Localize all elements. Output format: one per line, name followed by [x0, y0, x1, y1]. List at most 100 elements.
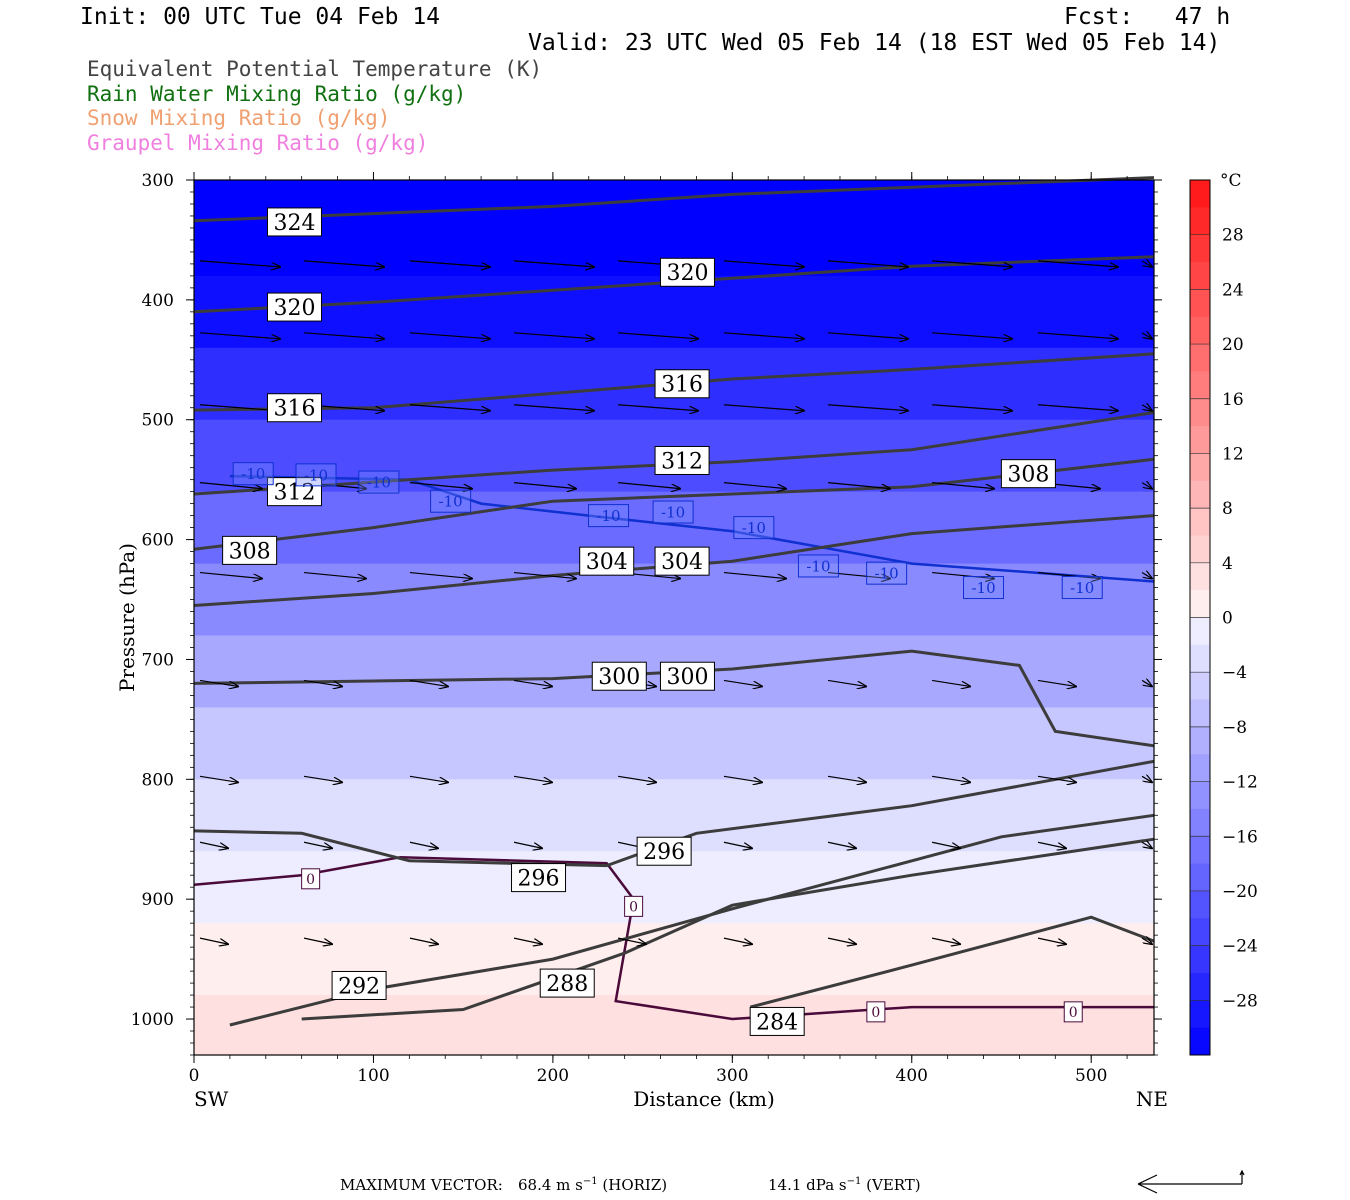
wind-vector — [827, 841, 856, 848]
theta-e-label-box — [749, 1006, 805, 1036]
wind-vector — [513, 571, 576, 579]
wind-vector — [199, 332, 280, 339]
wind-vectors — [199, 260, 1152, 944]
y-tick-label: 900 — [142, 890, 174, 910]
wind-vector — [199, 937, 228, 944]
sw-label: SW — [194, 1087, 229, 1111]
wind-vector — [723, 679, 762, 686]
wind-vector — [932, 775, 970, 782]
wind-vector — [1141, 333, 1152, 339]
wind-vector — [513, 841, 542, 848]
colorbar-segment — [1190, 617, 1210, 646]
wind-vector — [199, 775, 238, 782]
colorbar-tick-label: −20 — [1222, 882, 1258, 902]
colorbar-tick-label: −16 — [1222, 827, 1258, 847]
wind-vector — [409, 937, 438, 944]
wind-vector — [513, 679, 552, 686]
colorbar-segment — [1190, 207, 1210, 236]
wind-vector — [723, 571, 786, 579]
theta-e-label: 292 — [338, 974, 380, 999]
wind-vector — [617, 937, 646, 944]
wind-vector — [513, 775, 552, 782]
colorbar-segment — [1190, 480, 1210, 509]
max-vector-label: MAXIMUM VECTOR: — [340, 1176, 503, 1194]
isotherm-minus10-label-box — [1061, 576, 1103, 600]
colorbar-segment — [1190, 262, 1210, 290]
theta-e-label: 300 — [666, 665, 708, 690]
colorbar: 28 24 20 16 12 8 4 0 −4 −8 −12 −16 −20 −24 −28 °C — [1189, 171, 1258, 1056]
y-tick-label: 700 — [142, 650, 174, 670]
isotherm-zero-label-box — [1063, 1001, 1083, 1023]
x-axis-label: Distance (km) — [633, 1087, 775, 1111]
wind-vector — [1037, 775, 1076, 782]
wind-vector — [1141, 261, 1152, 267]
colorbar-segment — [1190, 781, 1210, 810]
theta-e-label: 320 — [666, 261, 708, 286]
wind-vector — [723, 260, 804, 267]
theta-e-label-box — [266, 292, 322, 322]
isotherm-zero-line — [193, 855, 1154, 1021]
theta-e-label-box — [654, 546, 710, 576]
wind-vector — [617, 775, 656, 782]
wind-vector — [723, 332, 804, 339]
isotherm-minus10-label: -10 — [304, 466, 328, 484]
theta-e-label-box — [511, 863, 567, 893]
legend-snow: Snow Mixing Ratio (g/kg) — [87, 106, 391, 130]
wind-vector — [618, 332, 698, 339]
isotherm-zero-label: 0 — [629, 899, 638, 915]
wind-vector — [303, 679, 342, 686]
wind-vector — [304, 332, 384, 339]
colorbar-tick-label: −4 — [1222, 663, 1247, 683]
isotherm-zero-label: 0 — [871, 1005, 880, 1021]
theta-e-label-box — [654, 369, 710, 399]
wind-vector — [304, 571, 366, 579]
colorbar-tick-label: −8 — [1222, 718, 1247, 738]
wind-vector — [1141, 483, 1152, 489]
theta-e-label-box — [659, 257, 715, 287]
wind-vector — [931, 841, 960, 848]
theta-e-label-box — [659, 661, 715, 691]
wind-vector — [303, 937, 332, 944]
wind-vector — [409, 260, 490, 267]
wind-vector — [827, 482, 890, 489]
theta-e-label: 296 — [518, 867, 560, 892]
wind-vector — [199, 841, 228, 848]
isotherm-minus10-label-box — [430, 489, 472, 513]
wind-vector — [618, 482, 680, 489]
isotherm-minus10-label-box — [733, 516, 775, 540]
y-tick-label: 500 — [142, 411, 174, 431]
forecast-hour: Fcst: 47 h — [1064, 4, 1231, 30]
colorbar-tick-label: −28 — [1222, 991, 1258, 1011]
theta-e-label-box — [266, 207, 322, 237]
colorbar-segment — [1190, 508, 1210, 536]
isotherm-minus10-label: -10 — [875, 565, 899, 583]
theta-e-label-box — [1000, 459, 1056, 489]
theta-e-label-box — [654, 445, 710, 475]
isotherm-zero-label-box — [301, 868, 321, 890]
colorbar-segment — [1190, 945, 1210, 974]
x-tick-label: 500 — [1075, 1066, 1107, 1086]
wind-vector — [1037, 679, 1076, 686]
wind-vector — [932, 260, 1012, 267]
x-tick-label: 0 — [189, 1066, 200, 1086]
isotherm-minus10-label: -10 — [661, 503, 685, 521]
wind-vector — [1037, 937, 1066, 944]
colorbar-tick-label: 16 — [1222, 390, 1244, 410]
wind-vector — [409, 482, 472, 489]
wind-vector — [932, 482, 994, 489]
isotherm-minus10-label-box — [866, 561, 908, 585]
colorbar-segment — [1190, 426, 1210, 454]
wind-vector — [827, 937, 856, 944]
colorbar-tick-label: −12 — [1222, 773, 1258, 793]
isotherm-minus10-label: -10 — [596, 507, 620, 525]
wind-vector — [1141, 938, 1152, 944]
wind-vector — [618, 404, 698, 411]
colorbar-segment — [1190, 726, 1210, 755]
wind-vector — [409, 775, 448, 782]
isotherm-minus10-label: -10 — [1070, 579, 1094, 597]
colorbar-segment — [1190, 863, 1210, 892]
colorbar-tick-label: −24 — [1222, 937, 1258, 957]
colorbar-segment — [1190, 890, 1210, 919]
theta-e-label: 288 — [546, 972, 588, 997]
theta-e-line-308 — [193, 457, 1155, 551]
